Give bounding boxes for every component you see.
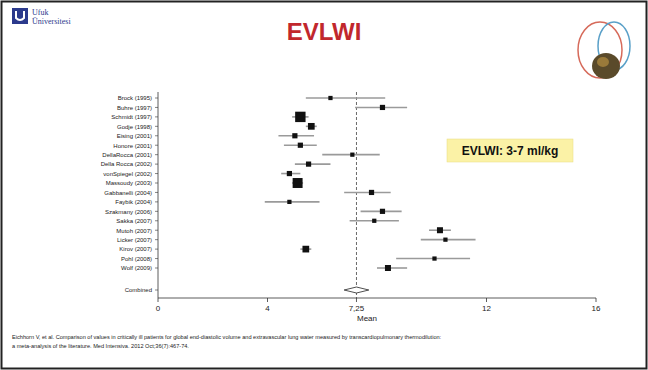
study-label: Brock (1995): [118, 95, 152, 101]
study-mean: [287, 171, 292, 176]
x-axis-label: Mean: [357, 314, 377, 323]
study-label: Eising (2001): [117, 133, 152, 139]
study-mean: [350, 153, 354, 157]
study-mean: [437, 227, 443, 233]
study-label: Della Rocca (2002): [101, 161, 152, 167]
x-tick-label: 12: [482, 304, 491, 313]
y-tick: [155, 135, 158, 136]
y-axis: [158, 92, 159, 298]
study-mean: [443, 238, 447, 242]
ci-line: [306, 97, 385, 99]
x-tick: [596, 298, 597, 302]
study-mean: [298, 143, 303, 148]
lung-outline: [578, 22, 622, 78]
y-tick: [155, 220, 158, 221]
y-tick: [155, 192, 158, 193]
study-label: Kirov (2007): [119, 246, 152, 252]
study-label: vonSpiegel (2002): [103, 171, 152, 177]
citation: a meta-analysis of the literature. Med I…: [12, 343, 189, 349]
y-tick: [155, 183, 158, 184]
x-tick: [356, 298, 357, 302]
study-label: Schmidt (1997): [111, 114, 152, 120]
marks: [265, 92, 476, 298]
y-tick: [155, 211, 158, 212]
y-tick: [155, 249, 158, 250]
study-mean: [432, 256, 436, 260]
y-tick: [155, 230, 158, 231]
study-mean: [385, 265, 391, 271]
heart: [592, 53, 620, 79]
ci-line: [421, 239, 476, 241]
y-tick: [155, 290, 158, 291]
citation: Eichhorn V, et al. Comparison of values …: [12, 334, 442, 340]
ci-line: [377, 267, 407, 269]
y-tick: [155, 126, 158, 127]
study-mean: [293, 178, 303, 188]
study-mean: [372, 219, 376, 223]
y-tick: [155, 145, 158, 146]
study-label: Sakka (2007): [116, 218, 152, 224]
study-label: Wolf (2009): [121, 265, 152, 271]
illustration: [578, 22, 630, 79]
x-tick-label: 0: [156, 304, 161, 313]
study-label: Mutoh (2007): [116, 228, 152, 234]
x-tick-label: 16: [592, 304, 601, 313]
ci-line: [295, 163, 331, 165]
y-tick: [155, 116, 158, 117]
study-label: Buhre (1997): [117, 105, 152, 111]
logo-text: Ufuk: [32, 8, 48, 17]
study-mean: [292, 133, 297, 138]
y-tick: [155, 268, 158, 269]
study-label: Honore (2001): [113, 143, 152, 149]
x-tick-label: 7,25: [349, 304, 365, 313]
study-label: Licker (2007): [117, 237, 152, 243]
study-mean: [380, 105, 385, 110]
y-tick: [155, 201, 158, 202]
slide-frame: [2, 2, 647, 369]
combined-diamond: [344, 287, 369, 293]
ci-line: [344, 192, 391, 194]
y-tick: [155, 173, 158, 174]
study-mean: [380, 209, 385, 214]
ci-line: [265, 201, 320, 203]
study-label: Massoudy (2003): [106, 180, 152, 186]
combined-label: Combined: [125, 287, 152, 293]
y-tick: [155, 239, 158, 240]
study-mean: [287, 200, 291, 204]
y-tick: [155, 154, 158, 155]
x-tick: [486, 298, 487, 302]
study-mean: [295, 112, 305, 122]
logo-text: Üniversitesi: [32, 17, 71, 26]
annotation-box: [447, 139, 573, 162]
annotation: EVLWI: 3-7 ml/kg: [462, 144, 559, 158]
y-tick: [155, 164, 158, 165]
study-mean: [306, 162, 311, 167]
logo-icon: [12, 8, 28, 24]
y-tick: [155, 107, 158, 108]
y-tick: [155, 258, 158, 259]
x-tick-label: 4: [265, 304, 270, 313]
study-label: Godje (1998): [117, 124, 152, 130]
study-mean: [308, 123, 315, 130]
title: EVLWI: [287, 18, 362, 45]
logo-icon-u: [16, 11, 24, 20]
study-label: Gabbanelli (2004): [104, 190, 152, 196]
study-mean: [328, 96, 332, 100]
study-label: Faybik (2004): [115, 199, 152, 205]
reference-line: [356, 92, 357, 298]
x-tick: [158, 298, 159, 302]
study-mean: [302, 246, 309, 253]
heart-highlight: [597, 57, 609, 67]
logo: UfukÜniversitesi: [12, 8, 71, 26]
study-label: DellaRocca (2001): [102, 152, 152, 158]
study-label: Szakmany (2006): [105, 209, 152, 215]
x-axis: [158, 298, 596, 299]
y-tick: [155, 98, 158, 99]
x-tick: [267, 298, 268, 302]
study-mean: [369, 190, 374, 195]
study-label: Pohl (2008): [121, 256, 152, 262]
